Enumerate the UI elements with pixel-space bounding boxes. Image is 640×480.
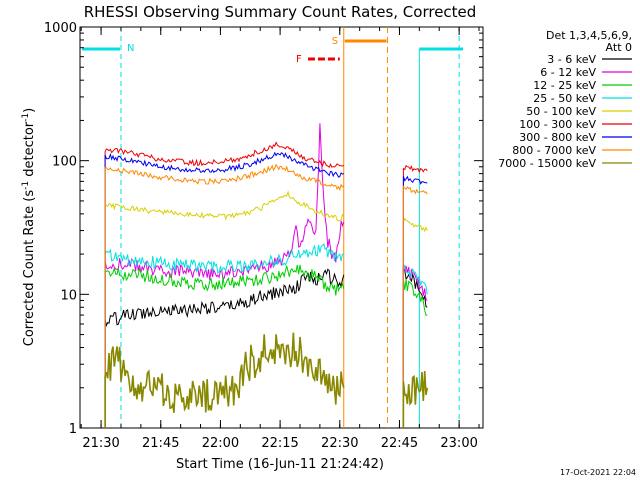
series-layer (104, 123, 429, 428)
annotations: N S F (82, 27, 463, 428)
y-label-sup-1: -1 (21, 181, 31, 190)
legend-entry-label-2: 12 - 25 keV (533, 79, 596, 92)
x-tick-label-0: 21:30 (82, 436, 119, 451)
x-axis-label: Start Time (16-Jun-11 21:24:42) (176, 457, 384, 472)
date-stamp: 17-Oct-2021 22:04 (560, 468, 636, 477)
chart-title: RHESSI Observing Summary Count Rates, Co… (84, 3, 477, 21)
series-line-50-100keV-seg1 (402, 217, 428, 428)
y-tick-label-2: 100 (52, 155, 77, 170)
legend-entry-label-7: 800 - 7000 keV (512, 144, 596, 157)
saa-label: S (332, 36, 338, 47)
series-line-7000-15000keV-seg0 (104, 332, 345, 428)
x-tick-label-5: 22:45 (381, 436, 418, 451)
legend-entry-label-8: 7000 - 15000 keV (498, 157, 596, 170)
series-line-100-300keV-seg1 (402, 164, 428, 428)
y-tick-label-0: 1 (69, 422, 77, 437)
series-line-800-7000keV-seg0 (104, 163, 345, 428)
y-tick-label-3: 1000 (44, 21, 77, 36)
x-tick-label-6: 23:00 (440, 436, 477, 451)
series-line-100-300keV-seg0 (104, 141, 344, 428)
series-line-6-12keV-seg1 (402, 265, 428, 428)
series-line-12-25keV-seg0 (104, 264, 345, 428)
legend-header-2: Att 0 (606, 41, 632, 54)
x-tick-label-2: 22:00 (202, 436, 239, 451)
series-line-800-7000keV-seg1 (402, 184, 428, 428)
series-line-50-100keV-seg0 (104, 190, 345, 428)
x-tick-label-4: 22:30 (321, 436, 358, 451)
plot-frame (79, 26, 484, 429)
x-tick-label-1: 21:45 (142, 436, 179, 451)
legend-header-1: Det 1,3,4,5,6,9, (546, 29, 632, 42)
series-line-25-50keV-seg1 (402, 264, 428, 428)
series-line-7000-15000keV-seg1 (402, 370, 429, 428)
legend-entry-label-6: 300 - 800 keV (519, 131, 596, 144)
series-line-300-800keV-seg1 (402, 175, 428, 428)
flare-label: F (296, 54, 302, 65)
series-line-3-6keV-seg0 (104, 268, 345, 428)
night-label: N (127, 43, 134, 54)
series-line-12-25keV-seg1 (402, 278, 428, 428)
legend-entry-label-0: 3 - 6 keV (547, 53, 596, 66)
plot-area (79, 26, 484, 429)
series-line-300-800keV-seg0 (104, 151, 344, 428)
legend-entry-label-3: 25 - 50 keV (533, 92, 596, 105)
legend-entry-label-5: 100 - 300 keV (519, 118, 596, 131)
axes-layer: 1 10 100 1000 21:30 21:45 22:00 22:15 22:30 22:45… (44, 21, 483, 451)
y-label-sup-2: -1 (21, 113, 31, 122)
y-axis-label: Corrected Count Rate (s-1 detector-1) (21, 108, 37, 346)
legend-entry-label-1: 6 - 12 keV (540, 66, 596, 79)
x-tick-label-3: 22:15 (261, 436, 298, 451)
legend-entry-label-4: 50 - 100 keV (526, 105, 596, 118)
series-line-25-50keV-seg0 (104, 242, 344, 428)
y-tick-label-1: 10 (60, 288, 77, 303)
